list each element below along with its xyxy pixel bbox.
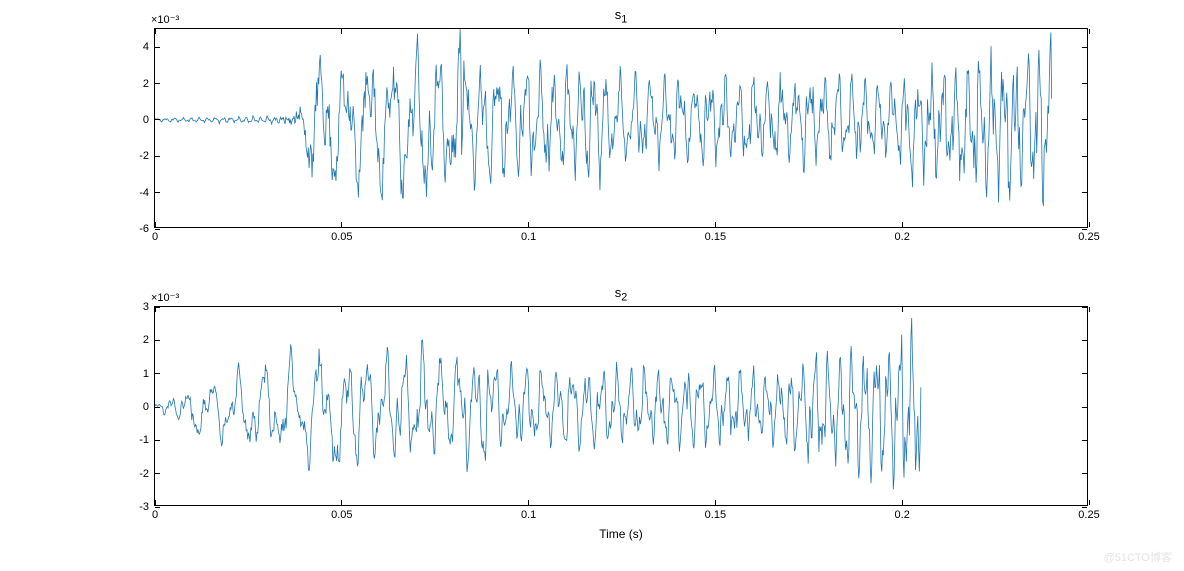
xtick-mark	[155, 222, 156, 227]
ytick-mark	[1082, 229, 1087, 230]
ytick-mark	[155, 507, 160, 508]
ytick-label: 2	[143, 78, 149, 90]
xtick-mark	[528, 222, 529, 227]
xtick-label: 0.2	[895, 231, 910, 243]
title-text: s2	[615, 285, 628, 300]
xtick-mark	[1089, 222, 1090, 227]
xtick-mark	[341, 500, 342, 505]
ytick-mark	[1082, 119, 1087, 120]
xtick-label: 0.2	[895, 509, 910, 521]
ytick-mark	[1082, 373, 1087, 374]
signal-trace	[155, 29, 1089, 229]
xtick-mark	[341, 307, 342, 312]
y-exponent-label: ×10⁻³	[151, 13, 179, 26]
title-text: s1	[615, 7, 628, 22]
ytick-label: 1	[143, 368, 149, 380]
ytick-label: 0	[143, 114, 149, 126]
ytick-mark	[1082, 156, 1087, 157]
subplot-s2: s2 ×10⁻³ -3-2-1012300.050.10.150.20.25Ti…	[154, 306, 1088, 506]
xtick-mark	[341, 29, 342, 34]
subplot-title: s1	[155, 7, 1087, 26]
xtick-label: 0.05	[331, 509, 352, 521]
ytick-mark	[1082, 192, 1087, 193]
ytick-mark	[155, 373, 160, 374]
ytick-mark	[1082, 47, 1087, 48]
xtick-mark	[715, 307, 716, 312]
ytick-label: -2	[139, 468, 149, 480]
xtick-label: 0.15	[705, 509, 726, 521]
xtick-mark	[902, 307, 903, 312]
xtick-mark	[715, 222, 716, 227]
subplot-s1: s1 ×10⁻³ -6-4-202400.050.10.150.20.25	[154, 28, 1088, 228]
ytick-label: 4	[143, 41, 149, 53]
xtick-mark	[902, 500, 903, 505]
ytick-mark	[155, 407, 160, 408]
ytick-mark	[1082, 83, 1087, 84]
xtick-label: 0.25	[1078, 509, 1099, 521]
ytick-label: -6	[139, 223, 149, 235]
ytick-label: -4	[139, 187, 149, 199]
figure: s1 ×10⁻³ -6-4-202400.050.10.150.20.25 s2…	[0, 0, 1184, 571]
ytick-mark	[155, 440, 160, 441]
xtick-mark	[155, 500, 156, 505]
ytick-mark	[1082, 507, 1087, 508]
xtick-mark	[715, 29, 716, 34]
ytick-mark	[155, 307, 160, 308]
y-exponent-label: ×10⁻³	[151, 291, 179, 304]
xtick-mark	[902, 222, 903, 227]
ytick-label: -3	[139, 501, 149, 513]
ytick-mark	[155, 83, 160, 84]
xtick-mark	[341, 222, 342, 227]
axes-box: s2 ×10⁻³ -3-2-1012300.050.10.150.20.25Ti…	[154, 306, 1088, 506]
xtick-mark	[1089, 500, 1090, 505]
ytick-mark	[155, 192, 160, 193]
xtick-mark	[1089, 29, 1090, 34]
ytick-mark	[155, 229, 160, 230]
ytick-mark	[1082, 307, 1087, 308]
xtick-mark	[528, 500, 529, 505]
xtick-mark	[528, 29, 529, 34]
axes-box: s1 ×10⁻³ -6-4-202400.050.10.150.20.25	[154, 28, 1088, 228]
ytick-mark	[155, 156, 160, 157]
x-axis-label: Time (s)	[599, 527, 643, 541]
ytick-label: 3	[143, 301, 149, 313]
signal-trace	[155, 307, 1089, 507]
ytick-label: -1	[139, 434, 149, 446]
watermark-text: @51CTO博客	[1104, 549, 1172, 565]
ytick-mark	[1082, 340, 1087, 341]
xtick-label: 0.1	[521, 509, 536, 521]
xtick-label: 0.1	[521, 231, 536, 243]
ytick-mark	[155, 47, 160, 48]
ytick-label: 0	[143, 401, 149, 413]
xtick-label: 0	[152, 509, 158, 521]
xtick-mark	[155, 29, 156, 34]
ytick-mark	[1082, 440, 1087, 441]
signal-line	[155, 29, 1052, 206]
xtick-mark	[155, 307, 156, 312]
xtick-label: 0	[152, 231, 158, 243]
ytick-mark	[1082, 473, 1087, 474]
xtick-label: 0.05	[331, 231, 352, 243]
xtick-mark	[1089, 307, 1090, 312]
ytick-mark	[155, 473, 160, 474]
xtick-label: 0.25	[1078, 231, 1099, 243]
ytick-mark	[155, 119, 160, 120]
xtick-mark	[528, 307, 529, 312]
xtick-mark	[715, 500, 716, 505]
xtick-label: 0.15	[705, 231, 726, 243]
xtick-mark	[902, 29, 903, 34]
ytick-label: 2	[143, 334, 149, 346]
ytick-label: -2	[139, 150, 149, 162]
ytick-mark	[155, 340, 160, 341]
subplot-title: s2	[155, 285, 1087, 304]
ytick-mark	[1082, 407, 1087, 408]
signal-line	[155, 318, 921, 489]
